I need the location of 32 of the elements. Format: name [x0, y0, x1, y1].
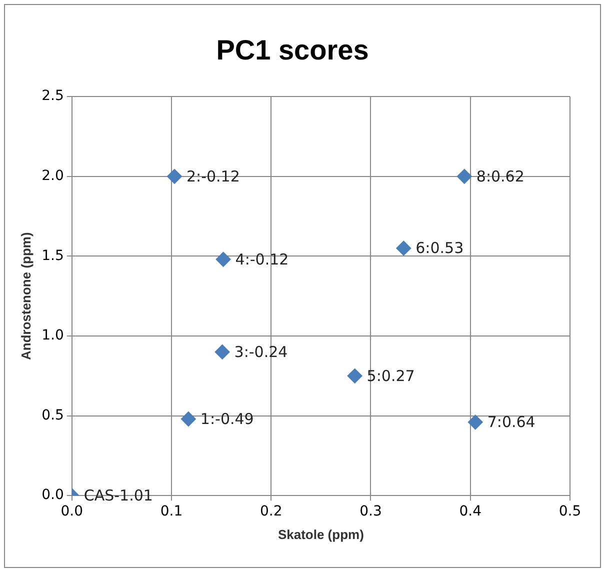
data-label: 1:-0.49	[200, 410, 254, 428]
data-label: 5:0.27	[366, 366, 415, 385]
y-tick-label: 1.5	[42, 248, 64, 264]
x-tick-label: 0.5	[558, 504, 582, 520]
x-tick-label: 0.0	[60, 504, 83, 520]
point	[347, 368, 362, 384]
point	[396, 240, 412, 256]
data-label: 3:-0.24	[234, 342, 288, 361]
x-tick-label: 0.4	[459, 504, 482, 520]
point	[214, 344, 230, 360]
point	[468, 414, 483, 430]
y-tick-label: 2.0	[42, 168, 64, 184]
point	[216, 252, 231, 267]
data-label: 8:0.62	[476, 167, 524, 186]
point	[166, 168, 182, 184]
y-tick-label: 0.0	[42, 487, 64, 504]
x-tick-label: 0.3	[360, 504, 382, 520]
data-label: 4:-0.12	[235, 250, 289, 268]
x-axis-title: Skatole (ppm)	[278, 526, 364, 542]
x-tick-label: 0.2	[260, 504, 282, 520]
data-label: 7:0.64	[487, 413, 536, 432]
data-label: 2:-0.12	[186, 167, 240, 186]
data-label: 6:0.53	[416, 239, 464, 258]
y-axis-title: Androstenone (ppm)	[18, 232, 34, 360]
point	[180, 411, 196, 426]
y-tick-label: 0.5	[42, 407, 64, 424]
x-tick-label: 0.1	[160, 504, 183, 520]
y-tick-label: 1.0	[42, 328, 64, 344]
y-tick-label: 2.5	[42, 88, 64, 104]
chart-title: PC1 scores	[216, 34, 369, 66]
point	[456, 168, 472, 184]
data-label: CAS-1.01	[84, 486, 153, 504]
